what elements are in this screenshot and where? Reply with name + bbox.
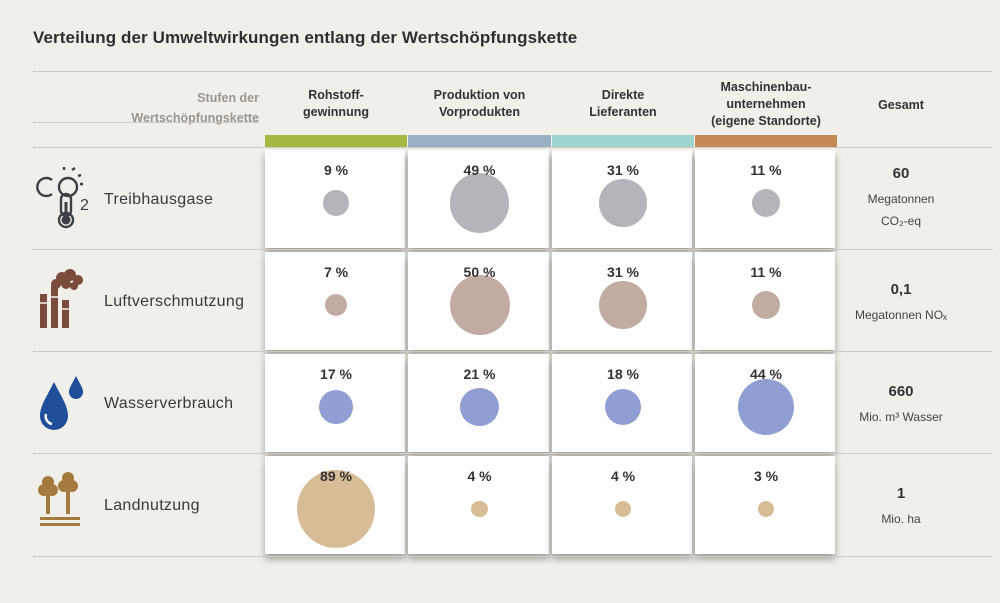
percent-label: 4 % (610, 468, 636, 484)
percent-label: 31 % (607, 162, 639, 178)
chart-title: Verteilung der Umweltwirkungen entlang d… (33, 28, 578, 47)
column-header-line: Vorprodukten (438, 105, 521, 119)
data-bubble (324, 293, 348, 317)
data-bubble (605, 389, 641, 425)
total-value: 1 (896, 485, 906, 502)
data-bubble (449, 275, 510, 335)
row-divider (33, 147, 993, 148)
stage-label-underline (33, 122, 260, 123)
total-unit: Megatonnen (867, 192, 935, 206)
row-divider (33, 249, 993, 250)
column-header-vorprodukte: Produktion von Vorprodukten (408, 87, 551, 121)
row-divider (33, 351, 993, 352)
column-color-bar (265, 135, 407, 147)
column-header-line: (eigene Standorte) (711, 114, 821, 128)
data-bubble (318, 389, 354, 425)
data-bubble (297, 470, 375, 548)
column-header-maschinenbau: Maschinenbau- unternehmen (eigene Stando… (695, 79, 837, 130)
data-bubble (599, 179, 647, 227)
column-color-bar (408, 135, 551, 147)
total-unit: Megatonnen NOₓ (855, 308, 947, 322)
percent-label: 44 % (750, 366, 782, 382)
percent-label: 21 % (463, 366, 496, 382)
total-landnutzung: 1 Mio. ha (826, 485, 976, 530)
percent-label: 31 % (607, 264, 639, 280)
percent-label: 11 % (750, 162, 782, 178)
total-value: 0,1 (890, 281, 912, 298)
total-unit: Mio. ha (881, 512, 921, 526)
stage-label-line-1: Stufen der (197, 91, 259, 105)
data-bubble (449, 173, 510, 233)
total-luftverschmutzung: 0,1 Megatonnen NOₓ (826, 281, 976, 326)
stage-label-line-2: Wertschöpfungskette (131, 111, 259, 125)
data-bubble (323, 190, 349, 216)
column-color-bar (695, 135, 837, 147)
column-header-line: Direkte (601, 88, 645, 102)
column-header-gesamt: Gesamt (878, 98, 924, 112)
column-header-lieferanten: Direkte Lieferanten (552, 87, 694, 121)
percent-label: 50 % (463, 264, 496, 280)
data-bubble (751, 290, 781, 320)
data-bubble (758, 501, 774, 517)
row-divider (33, 556, 993, 557)
percent-label: 89 % (320, 468, 352, 484)
percent-label: 18 % (607, 366, 639, 382)
percent-label: 11 % (750, 264, 782, 280)
row-divider (33, 453, 993, 454)
row-label-luftverschmutzung: Luftverschmutzung (104, 293, 245, 310)
factory-smoke-icon (36, 268, 100, 332)
data-bubble (460, 387, 499, 427)
percent-label: 3 % (753, 468, 779, 484)
column-header-line: Maschinenbau- (720, 80, 812, 94)
co2-thermometer-icon: 2 (36, 166, 100, 230)
column-color-bar (552, 135, 694, 147)
stage-axis-label: Stufen der Wertschöpfungskette (131, 88, 259, 128)
percent-label: 49 % (463, 162, 496, 178)
percent-label: 17 % (320, 366, 352, 382)
total-treibhausgase: 60 Megatonnen CO₂-eq (826, 165, 976, 232)
trees-land-icon (36, 472, 100, 536)
column-header-line: unternehmen (726, 97, 806, 111)
row-label-landnutzung: Landnutzung (104, 497, 200, 514)
column-header-line: Lieferanten (589, 105, 657, 119)
total-value: 660 (888, 383, 914, 400)
svg-text:2: 2 (80, 197, 89, 214)
data-bubble (614, 500, 632, 518)
water-drops-icon (36, 370, 100, 434)
total-value: 60 (892, 165, 910, 182)
total-wasserverbrauch: 660 Mio. m³ Wasser (826, 383, 976, 428)
column-header-line: Produktion von (433, 88, 526, 102)
column-header-line: gewinnung (303, 105, 369, 119)
total-unit: Mio. m³ Wasser (859, 410, 943, 424)
data-bubble (737, 378, 795, 436)
percent-label: 4 % (467, 468, 492, 484)
percent-label: 7 % (323, 264, 349, 280)
total-unit: CO₂-eq (880, 214, 921, 228)
row-label-wasserverbrauch: Wasserverbrauch (104, 395, 234, 412)
data-bubble (751, 188, 781, 218)
top-divider (33, 71, 993, 72)
data-bubble (599, 281, 647, 329)
column-header-line: Rohstoff- (308, 88, 364, 102)
percent-label: 9 % (323, 162, 349, 178)
data-bubble (471, 500, 488, 518)
row-label-treibhausgase: Treibhausgase (104, 191, 214, 208)
column-header-rohstoff: Rohstoff- gewinnung (265, 87, 407, 121)
